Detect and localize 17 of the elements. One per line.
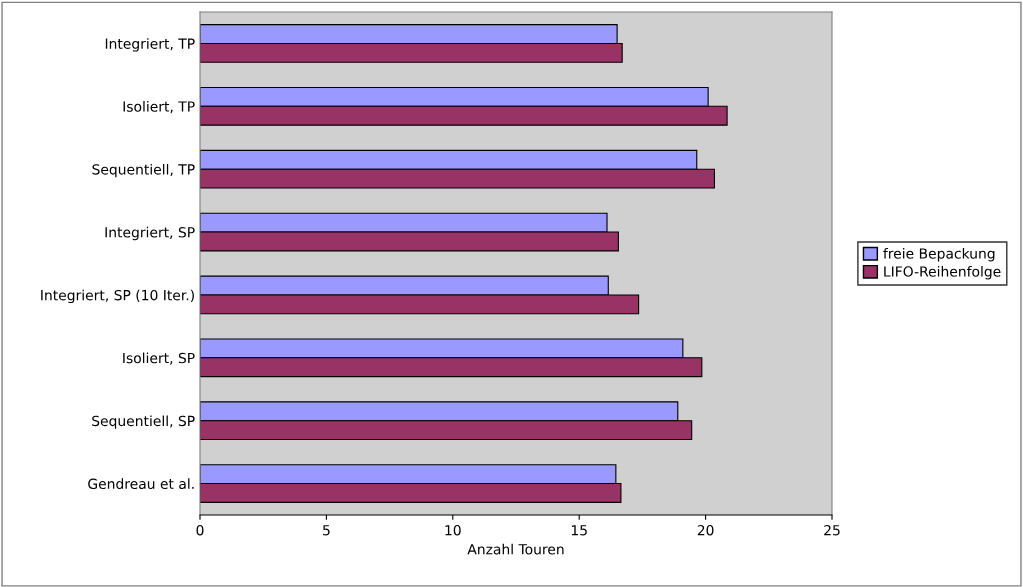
x-axis-title: Anzahl Touren (467, 543, 564, 555)
x-tick-label: 25 (824, 524, 840, 536)
y-tick-label: Sequentiell, TP (92, 163, 195, 178)
x-tick-label: 20 (697, 524, 714, 536)
y-tick-label: Integriert, TP (105, 38, 195, 52)
y-tick-label: Sequentiell, SP (92, 415, 195, 429)
legend-label: LIFO-Reihenfolge (884, 266, 1001, 280)
y-tick-label: Isoliert, TP (123, 101, 195, 114)
y-tick-label: Integriert, SP (10 Iter.) (41, 289, 194, 304)
legend-label: freie Bepackung (883, 247, 995, 262)
x-tick-label: 15 (571, 525, 587, 536)
x-tick-label: 5 (323, 525, 330, 536)
y-tick-label: Integriert, SP (105, 226, 195, 241)
x-tick-label: 0 (196, 524, 204, 536)
y-tick-label: Gendreau et al. (88, 478, 194, 490)
x-tick-label: 10 (445, 524, 461, 536)
y-tick-label: Isoliert, SP (123, 352, 195, 365)
